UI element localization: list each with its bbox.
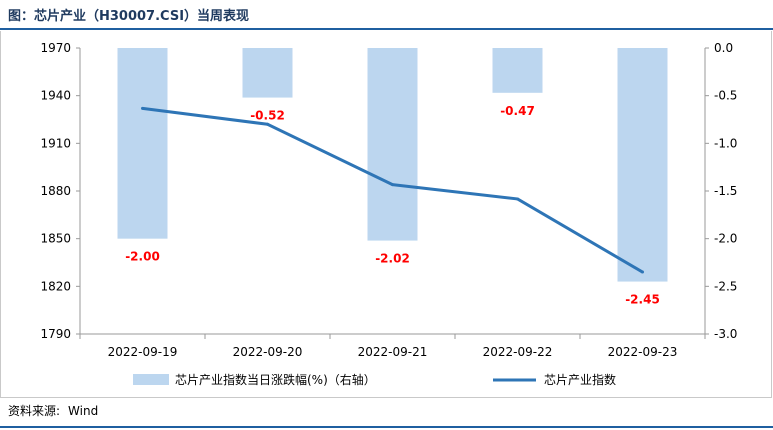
- line-point: [141, 106, 144, 110]
- right-tick-label: -0.5: [714, 89, 737, 103]
- right-tick-label: -3.0: [714, 327, 737, 341]
- line-point: [391, 183, 394, 187]
- x-tick-label: 2022-09-22: [483, 345, 553, 359]
- left-tick-label: 1850: [40, 232, 71, 246]
- source-label: 资料来源:: [8, 404, 61, 418]
- x-tick-label: 2022-09-23: [608, 345, 678, 359]
- chart-frame: [0, 31, 772, 398]
- bar: [492, 48, 543, 93]
- bar: [117, 48, 168, 239]
- left-tick-label: 1940: [40, 89, 71, 103]
- x-tick-label: 2022-09-20: [233, 345, 303, 359]
- bar-data-label: -2.45: [625, 293, 660, 307]
- x-tick-label: 2022-09-19: [108, 345, 178, 359]
- left-tick-label: 1970: [40, 41, 71, 55]
- right-tick-label: -2.5: [714, 279, 737, 293]
- line-point: [641, 270, 644, 274]
- bar: [617, 48, 668, 282]
- bottom-divider: [0, 426, 773, 428]
- chart-title: 图：芯片产业（H30007.CSI）当周表现: [8, 9, 250, 24]
- left-tick-label: 1820: [40, 279, 71, 293]
- bar-data-label: -2.02: [375, 252, 410, 266]
- right-tick-label: 0.0: [714, 41, 733, 55]
- bar: [242, 48, 293, 98]
- left-tick-label: 1880: [40, 184, 71, 198]
- left-tick-label: 1910: [40, 136, 71, 150]
- legend-bar-label: 芯片产业指数当日涨跌幅(%)（右轴）: [175, 372, 376, 387]
- x-tick-label: 2022-09-21: [358, 345, 428, 359]
- line-point: [516, 197, 519, 201]
- legend-bar-swatch: [133, 374, 169, 385]
- bar: [367, 48, 418, 241]
- right-tick-label: -2.0: [714, 232, 737, 246]
- title-divider: [0, 28, 773, 30]
- bar-data-label: -0.47: [500, 104, 535, 118]
- bar-data-label: -2.00: [125, 250, 160, 264]
- bar-data-label: -0.52: [250, 109, 285, 123]
- legend-line-label: 芯片产业指数: [544, 372, 616, 387]
- left-tick-label: 1790: [40, 327, 71, 341]
- source-value: Wind: [68, 404, 99, 418]
- right-tick-label: -1.5: [714, 184, 737, 198]
- line-point: [266, 122, 269, 126]
- source-note: 资料来源: Wind: [8, 402, 98, 419]
- right-tick-label: -1.0: [714, 136, 737, 150]
